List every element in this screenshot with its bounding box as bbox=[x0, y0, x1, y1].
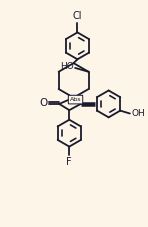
Text: F: F bbox=[66, 157, 72, 167]
Text: Cl: Cl bbox=[73, 11, 82, 21]
Text: O: O bbox=[40, 98, 48, 108]
Text: Abs: Abs bbox=[70, 97, 81, 102]
Text: HO: HO bbox=[60, 62, 74, 72]
FancyBboxPatch shape bbox=[68, 95, 83, 104]
Text: OH: OH bbox=[132, 109, 145, 118]
